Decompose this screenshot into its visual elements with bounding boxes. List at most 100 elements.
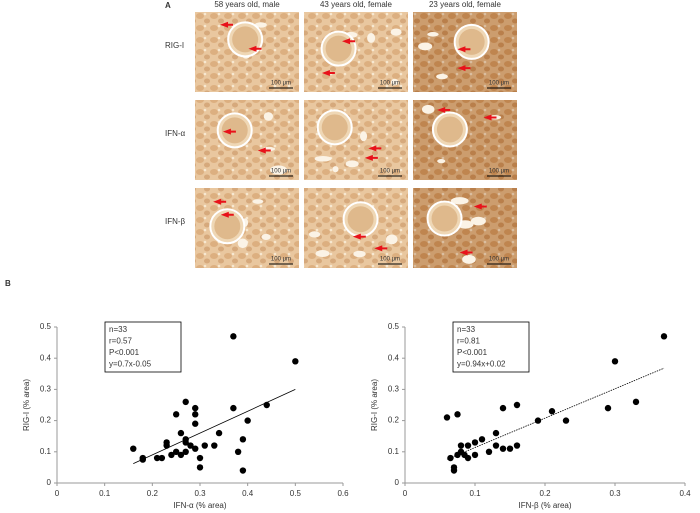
- x-tick-label: 0.6: [337, 489, 349, 498]
- arrow: [473, 203, 487, 210]
- lumen: [386, 234, 398, 245]
- data-point: [464, 454, 472, 462]
- lumen: [308, 231, 321, 238]
- data-point: [447, 454, 454, 462]
- glomerulus-core: [436, 116, 463, 143]
- scale-bar-label: 100 μm: [489, 169, 509, 175]
- lumen: [269, 165, 288, 175]
- data-point: [499, 404, 507, 412]
- data-point: [492, 442, 500, 449]
- data-point: [660, 333, 668, 340]
- annotation: y=0.94x+0.02: [457, 360, 506, 369]
- data-point: [457, 442, 465, 449]
- data-point: [230, 404, 237, 412]
- lumen: [437, 159, 446, 164]
- data-point: [201, 442, 208, 449]
- data-point: [192, 445, 199, 452]
- lumen: [436, 73, 448, 80]
- lumen: [390, 78, 399, 86]
- y-tick-label: 0.2: [388, 416, 400, 425]
- arrow: [459, 249, 473, 256]
- data-point: [492, 429, 500, 437]
- lumen: [345, 160, 359, 168]
- data-point: [182, 439, 189, 446]
- annotation: y=0.7x-0.05: [109, 360, 152, 369]
- lumen: [367, 33, 376, 43]
- glomerulus-core: [347, 206, 374, 233]
- x-tick-label: 0.3: [194, 489, 206, 498]
- data-point: [234, 448, 242, 455]
- arrow: [220, 211, 234, 218]
- data-point: [130, 445, 137, 452]
- data-point: [513, 442, 521, 449]
- data-point: [168, 451, 175, 459]
- lumen: [263, 112, 274, 121]
- lumen: [390, 28, 402, 36]
- x-tick-label: 0.2: [539, 489, 551, 498]
- data-point: [292, 358, 299, 365]
- annotation-box: [452, 321, 530, 373]
- data-point: [562, 417, 570, 424]
- arrow: [213, 198, 227, 205]
- x-axis-label: IFN-β (% area): [518, 501, 571, 510]
- data-point: [454, 411, 461, 418]
- arrow: [368, 145, 382, 152]
- x-tick-label: 0.5: [290, 489, 302, 498]
- data-point: [139, 456, 146, 463]
- data-point: [182, 398, 189, 406]
- data-point: [182, 448, 189, 455]
- arrow: [457, 46, 471, 53]
- column-label: 43 years old, female: [320, 0, 393, 9]
- micrograph-shade: [304, 100, 408, 180]
- data-point: [196, 464, 204, 471]
- glomerulus-core: [221, 117, 248, 144]
- lumen: [427, 32, 439, 37]
- scale-bar-label: 100 μm: [489, 81, 509, 87]
- y-tick-label: 0.2: [40, 416, 52, 425]
- data-point: [471, 439, 479, 446]
- arrow: [248, 45, 262, 52]
- scale-bar-label: 100 μm: [380, 169, 400, 175]
- y-tick-label: 0.3: [388, 385, 400, 394]
- trendline: [446, 367, 665, 460]
- lumen: [315, 250, 330, 258]
- micrograph: [304, 100, 408, 180]
- data-point: [192, 411, 199, 418]
- data-point: [632, 398, 640, 406]
- data-point: [163, 442, 170, 449]
- data-point: [211, 442, 218, 449]
- annotation: r=0.57: [109, 337, 132, 346]
- annotation: P<0.001: [457, 348, 488, 357]
- x-tick-label: 0.4: [242, 489, 254, 498]
- lumen: [237, 238, 248, 249]
- data-point: [513, 401, 521, 409]
- arrow: [374, 245, 388, 252]
- data-point: [172, 411, 180, 418]
- lumen: [353, 250, 366, 258]
- data-point: [177, 429, 185, 437]
- y-tick-label: 0: [395, 478, 400, 487]
- row-label: RIG-I: [165, 41, 184, 50]
- column-label: 58 years old, male: [214, 0, 280, 9]
- scale-bar-label: 100 μm: [380, 81, 400, 87]
- y-tick-label: 0.5: [388, 322, 400, 331]
- data-point: [215, 429, 223, 437]
- y-axis-label: RIG-I (% area): [22, 379, 31, 431]
- glomerulus-core: [214, 213, 241, 240]
- y-tick-label: 0.4: [388, 353, 400, 362]
- data-point: [604, 404, 612, 412]
- y-tick-label: 0.5: [40, 322, 52, 331]
- y-axis-label: RIG-I (% area): [370, 379, 379, 431]
- x-tick-label: 0: [55, 489, 60, 498]
- scale-bar-label: 100 μm: [271, 257, 291, 263]
- y-tick-label: 0.4: [40, 353, 52, 362]
- lumen: [421, 104, 435, 114]
- x-tick-label: 0.4: [679, 489, 691, 498]
- column-label: 23 years old, female: [429, 0, 502, 9]
- data-point: [443, 414, 451, 421]
- data-point: [506, 445, 514, 452]
- scale-bar-label: 100 μm: [271, 81, 291, 87]
- annotation-box: [104, 321, 182, 373]
- data-point: [499, 445, 507, 452]
